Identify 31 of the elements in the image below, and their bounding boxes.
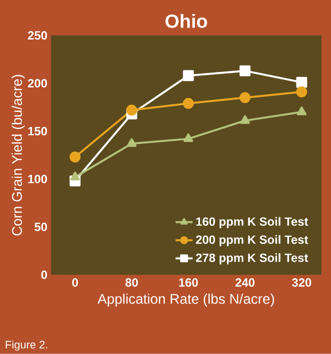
y-axis-title: Corn Grain Yield (bu/acre) xyxy=(11,74,24,236)
y-tick-label: 150 xyxy=(28,126,47,136)
legend-label: 278 ppm K Soil Test xyxy=(196,253,308,264)
point xyxy=(126,138,136,147)
y-tick-label: 250 xyxy=(28,31,47,40)
point xyxy=(70,172,80,180)
x-axis-title: Application Rate (lbs N/acre) xyxy=(97,294,274,307)
point xyxy=(296,76,307,88)
point xyxy=(296,106,306,116)
x-tick-label: 240 xyxy=(235,278,254,287)
point xyxy=(296,86,307,98)
y-tick-label: 50 xyxy=(34,222,47,232)
legend-label: 200 ppm K Soil Test xyxy=(196,235,308,246)
point xyxy=(239,92,250,104)
x-tick-label: 0 xyxy=(72,278,78,287)
y-tick-label: 0 xyxy=(41,270,47,279)
point xyxy=(69,152,80,162)
x-tick-label: 80 xyxy=(125,278,138,287)
legend-label: 160 ppm K Soil Test xyxy=(196,217,308,228)
point xyxy=(239,65,250,76)
point xyxy=(126,104,137,116)
point xyxy=(240,115,250,124)
chart-title: Ohio xyxy=(165,14,207,28)
caption: Figure 2. xyxy=(6,340,47,351)
point xyxy=(183,133,194,142)
y-tick-label: 200 xyxy=(28,79,47,88)
x-tick-label: 160 xyxy=(178,278,198,287)
point xyxy=(182,98,194,109)
point xyxy=(182,70,194,82)
x-tick-label: 320 xyxy=(292,278,311,287)
y-tick-label: 100 xyxy=(28,174,47,184)
